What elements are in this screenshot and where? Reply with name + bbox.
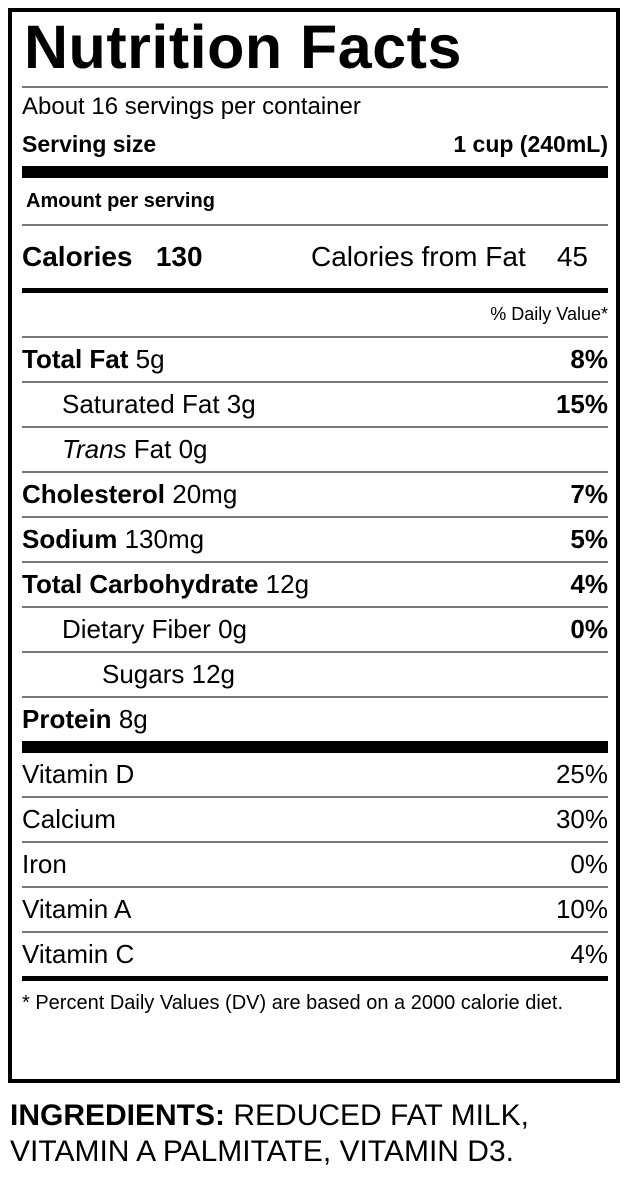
vitamin-dv: 4% <box>570 939 608 969</box>
vitamin-name: Vitamin C <box>22 939 135 969</box>
divider <box>22 886 608 888</box>
amount-per-serving: Amount per serving <box>22 178 608 224</box>
divider <box>22 606 608 608</box>
nutrient-name: Saturated Fat <box>62 389 220 419</box>
ingredients-label: INGREDIENTS: <box>10 1099 226 1132</box>
nutrient-row-dietary-fiber: Dietary Fiber 0g 0% <box>22 608 608 651</box>
nutrient-row-saturated-fat: Saturated Fat 3g 15% <box>22 383 608 426</box>
nutrient-dv: 4% <box>570 569 608 599</box>
nutrient-amount: 8g <box>118 704 148 734</box>
nutrient-dv: 7% <box>570 479 608 509</box>
footnote: * Percent Daily Values (DV) are based on… <box>22 992 564 1014</box>
nutrient-amount: 12g <box>191 659 236 689</box>
nutrient-amount: 3g <box>226 389 256 419</box>
nutrient-dv: 0% <box>570 614 608 644</box>
serving-size-value: 1 cup (240mL) <box>453 130 608 157</box>
nutrient-amount: 5g <box>135 344 165 374</box>
nutrient-row-protein: Protein 8g <box>22 698 608 741</box>
nutrient-dv: 5% <box>570 524 608 554</box>
nutrient-name: Dietary Fiber <box>62 614 211 644</box>
vitamin-row-vitamin-c: Vitamin C 4% <box>22 933 608 976</box>
divider <box>22 86 608 88</box>
ingredients-text: REDUCED FAT MILK, VITAMIN A PALMITATE, V… <box>10 1099 529 1168</box>
daily-value-header-label: % Daily Value* <box>490 304 608 324</box>
divider-thick <box>22 741 608 753</box>
calories-row: Calories 130 Calories from Fat 45 <box>22 226 608 288</box>
divider <box>22 696 608 698</box>
nutrient-row-total-fat: Total Fat 5g 8% <box>22 338 608 381</box>
vitamin-name: Calcium <box>22 804 116 834</box>
vitamin-dv: 30% <box>555 804 608 834</box>
divider <box>22 561 608 563</box>
nutrient-row-cholesterol: Cholesterol 20mg 7% <box>22 473 608 516</box>
calories-from-fat-value: 45 <box>556 241 588 272</box>
nutrient-dv: 15% <box>555 389 608 419</box>
divider <box>22 224 608 226</box>
vitamin-row-iron: Iron 0% <box>22 843 608 886</box>
serving-size-label: Serving size <box>22 130 157 157</box>
vitamin-dv: 25% <box>555 759 608 789</box>
nutrient-row-sodium: Sodium 130mg 5% <box>22 518 608 561</box>
nutrient-amount: 0g <box>178 434 208 464</box>
nutrient-row-total-carbohydrate: Total Carbohydrate 12g 4% <box>22 563 608 606</box>
serving-size-row: Serving size 1 cup (240mL) <box>22 122 608 166</box>
nutrient-name: Trans <box>62 434 127 464</box>
divider-medium <box>22 976 608 981</box>
nutrient-name: Sugars <box>102 659 185 689</box>
nutrient-name: Total Fat <box>22 344 129 374</box>
vitamin-row-calcium: Calcium 30% <box>22 798 608 841</box>
divider-thick <box>22 166 608 178</box>
vitamin-name: Vitamin D <box>22 759 135 789</box>
calories-from-fat-label: Calories from Fat <box>311 241 526 272</box>
nutrient-amount: 0g <box>218 614 247 644</box>
divider <box>22 931 608 933</box>
nutrient-name-suffix: Fat <box>133 434 172 464</box>
calories-value: 130 <box>155 241 203 272</box>
divider-medium <box>22 288 608 293</box>
nutrient-row-trans-fat: Trans Fat 0g <box>22 428 608 471</box>
nutrition-facts-panel: Nutrition Facts About 16 servings per co… <box>8 8 620 1083</box>
divider <box>22 471 608 473</box>
nutrient-name: Total Carbohydrate <box>22 569 259 599</box>
vitamin-dv: 10% <box>555 894 608 924</box>
vitamin-row-vitamin-d: Vitamin D 25% <box>22 753 608 796</box>
nutrient-name: Sodium <box>22 524 118 554</box>
nutrient-amount: 130mg <box>124 524 205 554</box>
divider <box>22 651 608 653</box>
vitamin-name: Vitamin A <box>22 894 132 924</box>
panel-title: Nutrition Facts <box>24 13 462 81</box>
calories-label: Calories <box>22 241 133 272</box>
vitamin-row-vitamin-a: Vitamin A 10% <box>22 888 608 931</box>
divider <box>22 516 608 518</box>
vitamin-name: Iron <box>22 849 67 879</box>
divider <box>22 426 608 428</box>
nutrient-name: Cholesterol <box>22 479 166 509</box>
divider <box>22 381 608 383</box>
divider <box>22 336 608 338</box>
nutrient-dv: 8% <box>570 344 608 374</box>
divider <box>22 841 608 843</box>
nutrient-amount: 20mg <box>172 479 238 509</box>
servings-per-container: About 16 servings per container <box>22 93 361 120</box>
divider <box>22 796 608 798</box>
vitamin-dv: 0% <box>570 849 608 879</box>
nutrient-row-sugars: Sugars 12g <box>22 653 608 696</box>
daily-value-header: % Daily Value* <box>22 293 608 336</box>
amount-per-serving-label: Amount per serving <box>26 189 215 212</box>
nutrient-amount: 12g <box>265 569 310 599</box>
nutrient-name: Protein <box>22 704 112 734</box>
ingredients: INGREDIENTS: REDUCED FAT MILK, VITAMIN A… <box>10 1098 610 1170</box>
